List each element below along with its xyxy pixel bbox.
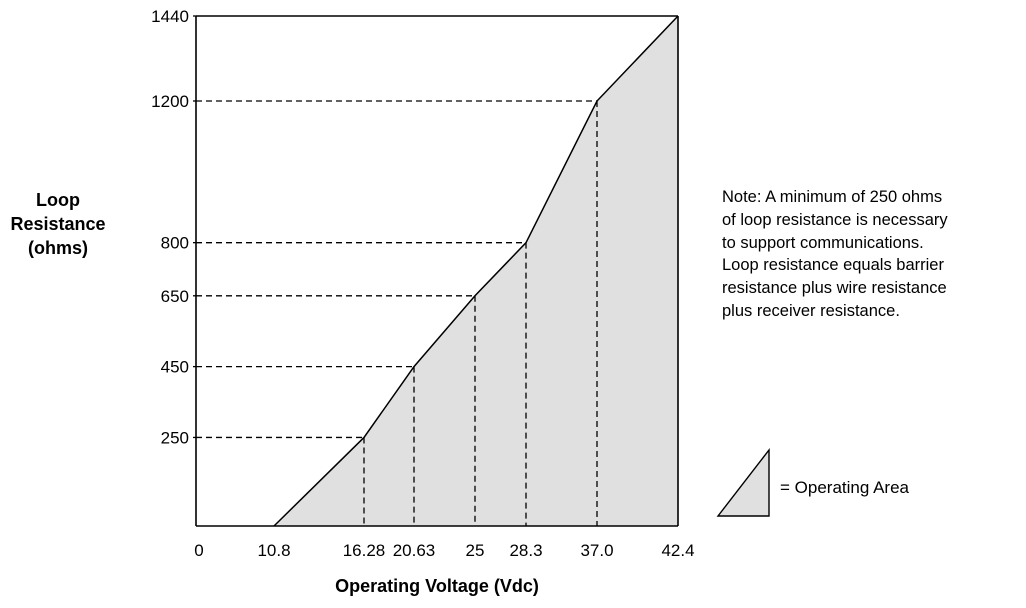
y-tick-labels: 250 450 650 800 1200 1440 (151, 7, 196, 447)
note-line: to support communications. (722, 233, 924, 252)
reference-lines (196, 100, 598, 526)
note-line: of loop resistance is necessary (722, 210, 948, 229)
legend-swatch (716, 447, 770, 517)
y-tick-label: 450 (161, 358, 189, 377)
note-text: Note: A minimum of 250 ohms of loop resi… (722, 186, 1024, 323)
y-axis-label-line: Loop (36, 190, 80, 210)
note-line: plus receiver resistance. (722, 301, 900, 320)
series-line (273, 15, 679, 527)
x-tick-label: 16.28 (343, 541, 386, 560)
note-line: Loop resistance equals barrier (722, 256, 944, 275)
x-tick-label: 42.4 (661, 541, 694, 560)
x-tick-label: 20.63 (393, 541, 436, 560)
operating-area-fill (274, 16, 678, 526)
y-tick-label: 250 (161, 428, 189, 447)
x-tick-label: 25 (466, 541, 485, 560)
y-axis-label-line: (ohms) (28, 238, 88, 258)
x-tick-label: 37.0 (580, 541, 613, 560)
note-line: resistance plus wire resistance (722, 279, 947, 298)
note-line: Note: A minimum of 250 ohms (722, 188, 943, 206)
x-tick-label: 28.3 (509, 541, 542, 560)
x-tick-labels: 0 10.8 16.28 20.63 25 28.3 37.0 42.4 (194, 541, 694, 560)
y-tick-label: 1200 (151, 92, 189, 111)
y-tick-label: 800 (161, 234, 189, 253)
y-tick-label: 650 (161, 287, 189, 306)
x-tick-label: 0 (194, 541, 203, 560)
y-tick-label: 1440 (151, 7, 189, 26)
x-tick-label: 10.8 (257, 541, 290, 560)
y-axis-label-line: Resistance (10, 214, 106, 234)
y-axis-label: Loop Resistance (ohms) (0, 188, 116, 260)
x-axis-label: Operating Voltage (Vdc) (335, 576, 539, 596)
legend-label: = Operating Area (780, 478, 910, 497)
